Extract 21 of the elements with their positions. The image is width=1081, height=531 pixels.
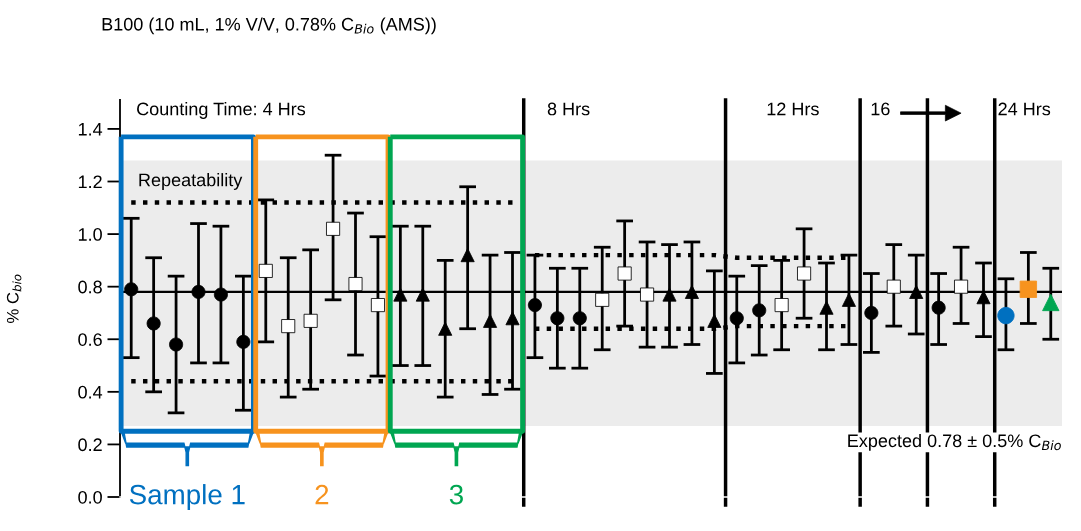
annotation: 16	[871, 102, 890, 116]
annotation: 3	[449, 484, 463, 505]
y-tick-label: 0.0	[78, 490, 102, 504]
y-tick-label: 1.2	[78, 175, 102, 189]
y-axis-title: % C$_{bio}$	[6, 274, 22, 323]
annotation: Sample 1	[129, 484, 245, 510]
annotation: 2	[315, 484, 329, 505]
point	[684, 284, 699, 299]
y-tick-label: 1.4	[78, 123, 103, 136]
annotation: 12 Hrs	[767, 102, 819, 116]
annotation: Repeatability	[139, 173, 243, 190]
y-tick-label: 0.2	[78, 438, 102, 452]
y-tick-label: 1.0	[78, 228, 102, 241]
y-tick-label: 0.8	[78, 280, 102, 294]
chart-title: B100 (10 mL, 1% V/V, 0.78% C$_{Bio}$ (AMS))	[102, 17, 436, 35]
annotation: 24 Hrs	[998, 102, 1051, 116]
ref-line-label: Expected 0.78 ± 0.5% C$_{Bio}$	[848, 433, 1061, 451]
y-tick-label: 0.6	[78, 333, 102, 346]
annotation: Counting Time: 4 Hrs	[137, 102, 306, 119]
y-tick-label: 0.4	[78, 385, 103, 399]
annotation: 8 Hrs	[547, 102, 590, 116]
